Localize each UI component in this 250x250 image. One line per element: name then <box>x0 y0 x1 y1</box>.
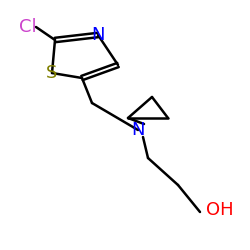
Text: Cl: Cl <box>19 18 37 36</box>
Text: OH: OH <box>206 201 234 219</box>
Text: N: N <box>131 121 145 139</box>
Text: S: S <box>46 64 58 82</box>
Text: N: N <box>91 26 105 44</box>
